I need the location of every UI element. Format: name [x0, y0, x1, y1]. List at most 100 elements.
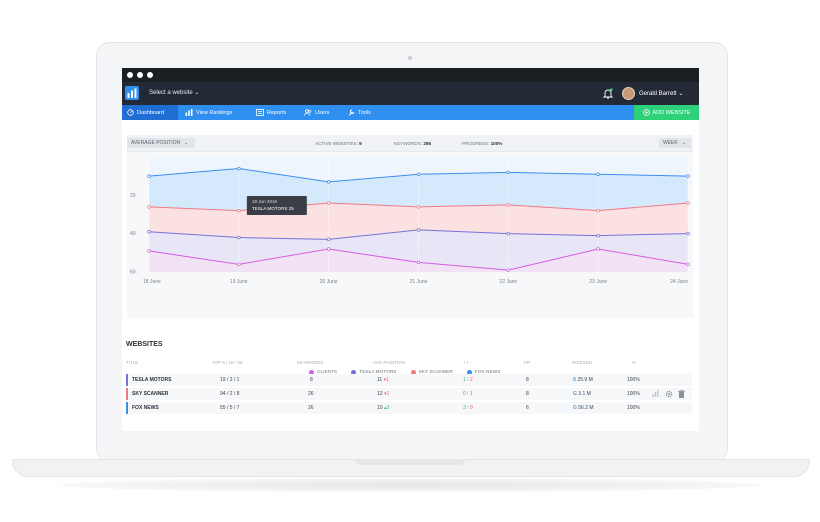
legend-item-tesla-motors[interactable]: TESLA MOTORS	[351, 370, 397, 375]
table-row[interactable]: FOX NEWS 55 / 5 / 7 26 10 ▴3 3 / 9 6 G 5…	[126, 402, 692, 414]
data-point	[506, 203, 511, 207]
legend-swatch	[309, 370, 314, 375]
column-header-pr[interactable]: PR	[524, 360, 531, 365]
tooltip-date: 19 Jun 2016	[252, 199, 278, 204]
laptop-base-notch	[355, 459, 465, 465]
chevron-down-icon: ⌄	[681, 140, 686, 146]
cell-keywords: 26	[308, 405, 314, 411]
laptop-camera	[408, 56, 412, 60]
legend-swatch	[351, 370, 357, 375]
tools-icon	[348, 109, 355, 116]
cell-plus-minus: 3 / 9	[463, 405, 473, 411]
cell-percent: 100%	[627, 405, 640, 411]
row-accent-bar	[126, 402, 128, 414]
cell-top: 55 / 5 / 7	[220, 405, 240, 411]
cell-plus-minus: 1 / 2	[463, 377, 473, 383]
user-menu[interactable]: Gerald Barrett ⌄	[639, 90, 683, 97]
x-tick-label: 23 June	[589, 279, 607, 285]
nav-item-users[interactable]: Users	[304, 105, 329, 120]
table-row[interactable]: TESLA MOTORS 19 / 2 / 1 8 11 ▾1 1 / 2 8 …	[126, 374, 692, 386]
x-tick-label: 24 June	[670, 279, 688, 285]
cell-percent: 100%	[627, 391, 640, 397]
bing-icon: ß	[573, 377, 577, 383]
cell-title[interactable]: SKY SCANNER	[132, 391, 169, 397]
chart-legend: CLIENTS TESLA MOTORS SKY SCANNER FOX NEW…	[309, 370, 500, 375]
cell-percent: 100%	[627, 377, 640, 383]
data-point	[506, 231, 511, 236]
chevron-down-icon: ⌄	[194, 90, 200, 96]
nav-item-reports[interactable]: Reports	[256, 105, 286, 120]
cell-indexed: G 56.2 M	[573, 405, 594, 411]
metric-select[interactable]: AVERAGE POSITION ⌄	[127, 138, 195, 148]
chart-panel: AVERAGE POSITION ⌄ ACTIVE WEBSITES: 9 KE…	[127, 135, 693, 375]
data-point	[147, 249, 151, 253]
legend-item-clients[interactable]: CLIENTS	[309, 370, 337, 375]
legend-label: TESLA MOTORS	[359, 370, 397, 375]
data-point	[416, 228, 421, 232]
tooltip-label: TESLA MOTORS 25	[252, 206, 294, 211]
chart-tooltip	[246, 196, 307, 215]
data-point	[147, 229, 151, 234]
table-row[interactable]: SKY SCANNER 94 / 2 / 8 26 12 ▾1 0 / 1 8 …	[126, 388, 692, 400]
notification-dot	[609, 88, 613, 92]
website-select-label: Select a website	[149, 90, 193, 96]
column-header-percent[interactable]: %	[632, 360, 637, 365]
legend-item-fox-news[interactable]: FOX NEWS	[466, 370, 501, 375]
data-point	[326, 237, 331, 242]
stats-icon[interactable]	[652, 390, 659, 397]
nav-item-label: Dashboard	[137, 109, 164, 116]
window-dot-minimize[interactable]	[137, 72, 143, 78]
legend-swatch	[466, 370, 472, 375]
add-website-button[interactable]: ADD WEBSITE	[634, 105, 699, 120]
window-dot-close[interactable]	[127, 72, 133, 78]
arrow-up-icon: ▴	[383, 405, 387, 411]
cell-title[interactable]: TESLA MOTORS	[132, 377, 172, 383]
legend-swatch	[410, 370, 416, 375]
data-point	[326, 247, 331, 251]
data-point	[686, 201, 690, 205]
data-point	[237, 208, 241, 213]
avatar[interactable]	[622, 87, 635, 100]
column-header-avg-position[interactable]: AVG POSITION	[373, 360, 405, 365]
column-header-plus-minus[interactable]: + / -	[463, 360, 471, 365]
cell-title[interactable]: FOX NEWS	[132, 405, 159, 411]
data-point	[416, 172, 421, 177]
period-select[interactable]: WEEK ⌄	[659, 138, 691, 148]
website-select[interactable]: Select a website ⌄	[149, 89, 199, 96]
cell-pr: 8	[526, 391, 529, 397]
x-tick-label: 22 June	[499, 279, 517, 285]
arrow-down-icon: ▾	[383, 391, 387, 397]
legend-label: SKY SCANNER	[418, 370, 453, 375]
column-header-keywords[interactable]: KEYWORDS	[297, 360, 324, 365]
row-accent-bar	[126, 374, 128, 386]
x-tick-label: 20 June	[320, 279, 338, 285]
y-tick-label: 20	[130, 193, 136, 199]
data-point	[326, 201, 331, 205]
trash-icon[interactable]	[678, 390, 685, 398]
gear-icon[interactable]	[665, 390, 673, 398]
cell-indexed: G 3.1 M	[573, 391, 591, 397]
nav-item-dashboard[interactable]: Dashboard	[122, 105, 178, 120]
cell-avg-position: 12 ▾1	[377, 391, 390, 397]
data-point	[506, 170, 511, 175]
add-website-label: ADD WEBSITE	[652, 109, 691, 116]
column-header-top[interactable]: TOP 5 / 10 / 30	[212, 360, 243, 365]
dashboard-icon	[127, 109, 134, 116]
x-tick-label: 21 June	[410, 279, 428, 285]
legend-item-sky-scanner[interactable]: SKY SCANNER	[410, 370, 453, 375]
legend-label: FOX NEWS	[474, 370, 501, 375]
cell-keywords: 8	[310, 377, 313, 383]
data-point	[237, 262, 241, 267]
users-icon	[304, 109, 312, 116]
nav-item-view-rankings[interactable]: View Rankings	[185, 105, 232, 120]
series-band	[149, 229, 688, 271]
column-header-title[interactable]: TITLE	[126, 360, 139, 365]
data-point	[147, 205, 151, 209]
nav-item-label: Tools	[358, 109, 371, 116]
progress-stat: PROGRESS: 100%	[462, 141, 503, 146]
column-header-indexed[interactable]: INDEXED	[572, 360, 593, 365]
app-logo-icon[interactable]	[125, 86, 139, 100]
bell-icon[interactable]	[603, 88, 613, 99]
nav-item-tools[interactable]: Tools	[348, 105, 371, 120]
window-dot-maximize[interactable]	[147, 72, 153, 78]
